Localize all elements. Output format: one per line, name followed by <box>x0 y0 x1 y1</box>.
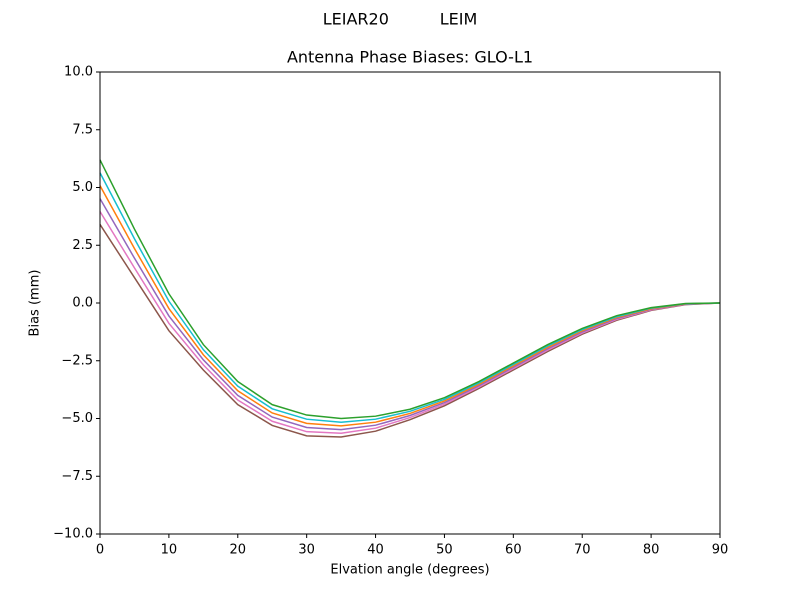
series-line <box>99 211 721 435</box>
y-tick-label: −2.5 <box>61 353 93 368</box>
x-axis-label: Elvation angle (degrees) <box>330 563 489 578</box>
x-tick-label: 90 <box>712 543 729 558</box>
x-tick-label: 20 <box>230 543 247 558</box>
series-line <box>99 172 721 423</box>
y-tick-label: 2.5 <box>72 238 93 253</box>
y-tick-label: 10.0 <box>64 65 93 80</box>
series-line <box>99 185 721 427</box>
x-tick-label: 30 <box>298 543 315 558</box>
x-tick-label: 0 <box>96 543 104 558</box>
series-line <box>99 198 721 431</box>
x-tick-label: 60 <box>505 543 522 558</box>
plot-frame <box>99 71 721 535</box>
y-axis-label: Bias (mm) <box>28 270 43 337</box>
x-tick-label: 40 <box>367 543 384 558</box>
chart-title: Antenna Phase Biases: GLO-L1 <box>287 48 533 67</box>
x-tick-label: 50 <box>436 543 453 558</box>
y-tick-label: 5.0 <box>72 180 93 195</box>
x-tick-label: 80 <box>643 543 660 558</box>
x-tick-label: 70 <box>574 543 591 558</box>
y-tick-label: 7.5 <box>72 122 93 137</box>
suptitle: LEIAR20 LEIM <box>323 10 478 29</box>
y-tick-label: −5.0 <box>61 411 93 426</box>
series-line <box>99 224 721 438</box>
y-tick-label: 0.0 <box>72 296 93 311</box>
x-tick-label: 10 <box>161 543 178 558</box>
series-line <box>99 159 721 420</box>
y-tick-label: −10.0 <box>53 527 93 542</box>
y-tick-label: −7.5 <box>61 469 93 484</box>
